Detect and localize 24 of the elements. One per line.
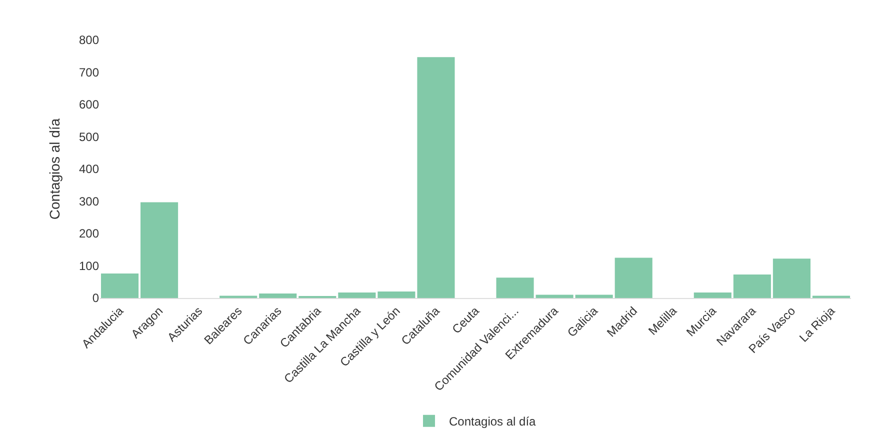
bar <box>496 278 534 298</box>
y-tick-label: 600 <box>78 98 100 112</box>
bar <box>140 202 178 298</box>
bar <box>536 294 574 298</box>
bar <box>100 273 139 298</box>
y-tick-label: 100 <box>78 258 100 273</box>
bar <box>259 293 297 298</box>
y-tick-label: 200 <box>78 226 100 241</box>
y-tick-label: 300 <box>78 194 100 208</box>
bar <box>338 292 376 298</box>
bar <box>614 258 652 298</box>
bar <box>772 258 810 298</box>
bar <box>417 57 455 298</box>
y-tick-label: 700 <box>78 65 100 80</box>
y-tick-label: 0 <box>92 291 100 306</box>
bar <box>575 294 613 298</box>
y-axis-title: Contagios al día <box>46 118 63 220</box>
y-tick-label: 800 <box>78 33 100 48</box>
bar <box>694 292 732 298</box>
y-tick-label: 400 <box>78 162 100 176</box>
bar <box>378 292 416 298</box>
legend-label: Contagios al día <box>449 414 536 429</box>
y-tick-label: 500 <box>78 130 100 144</box>
bar <box>733 274 771 298</box>
